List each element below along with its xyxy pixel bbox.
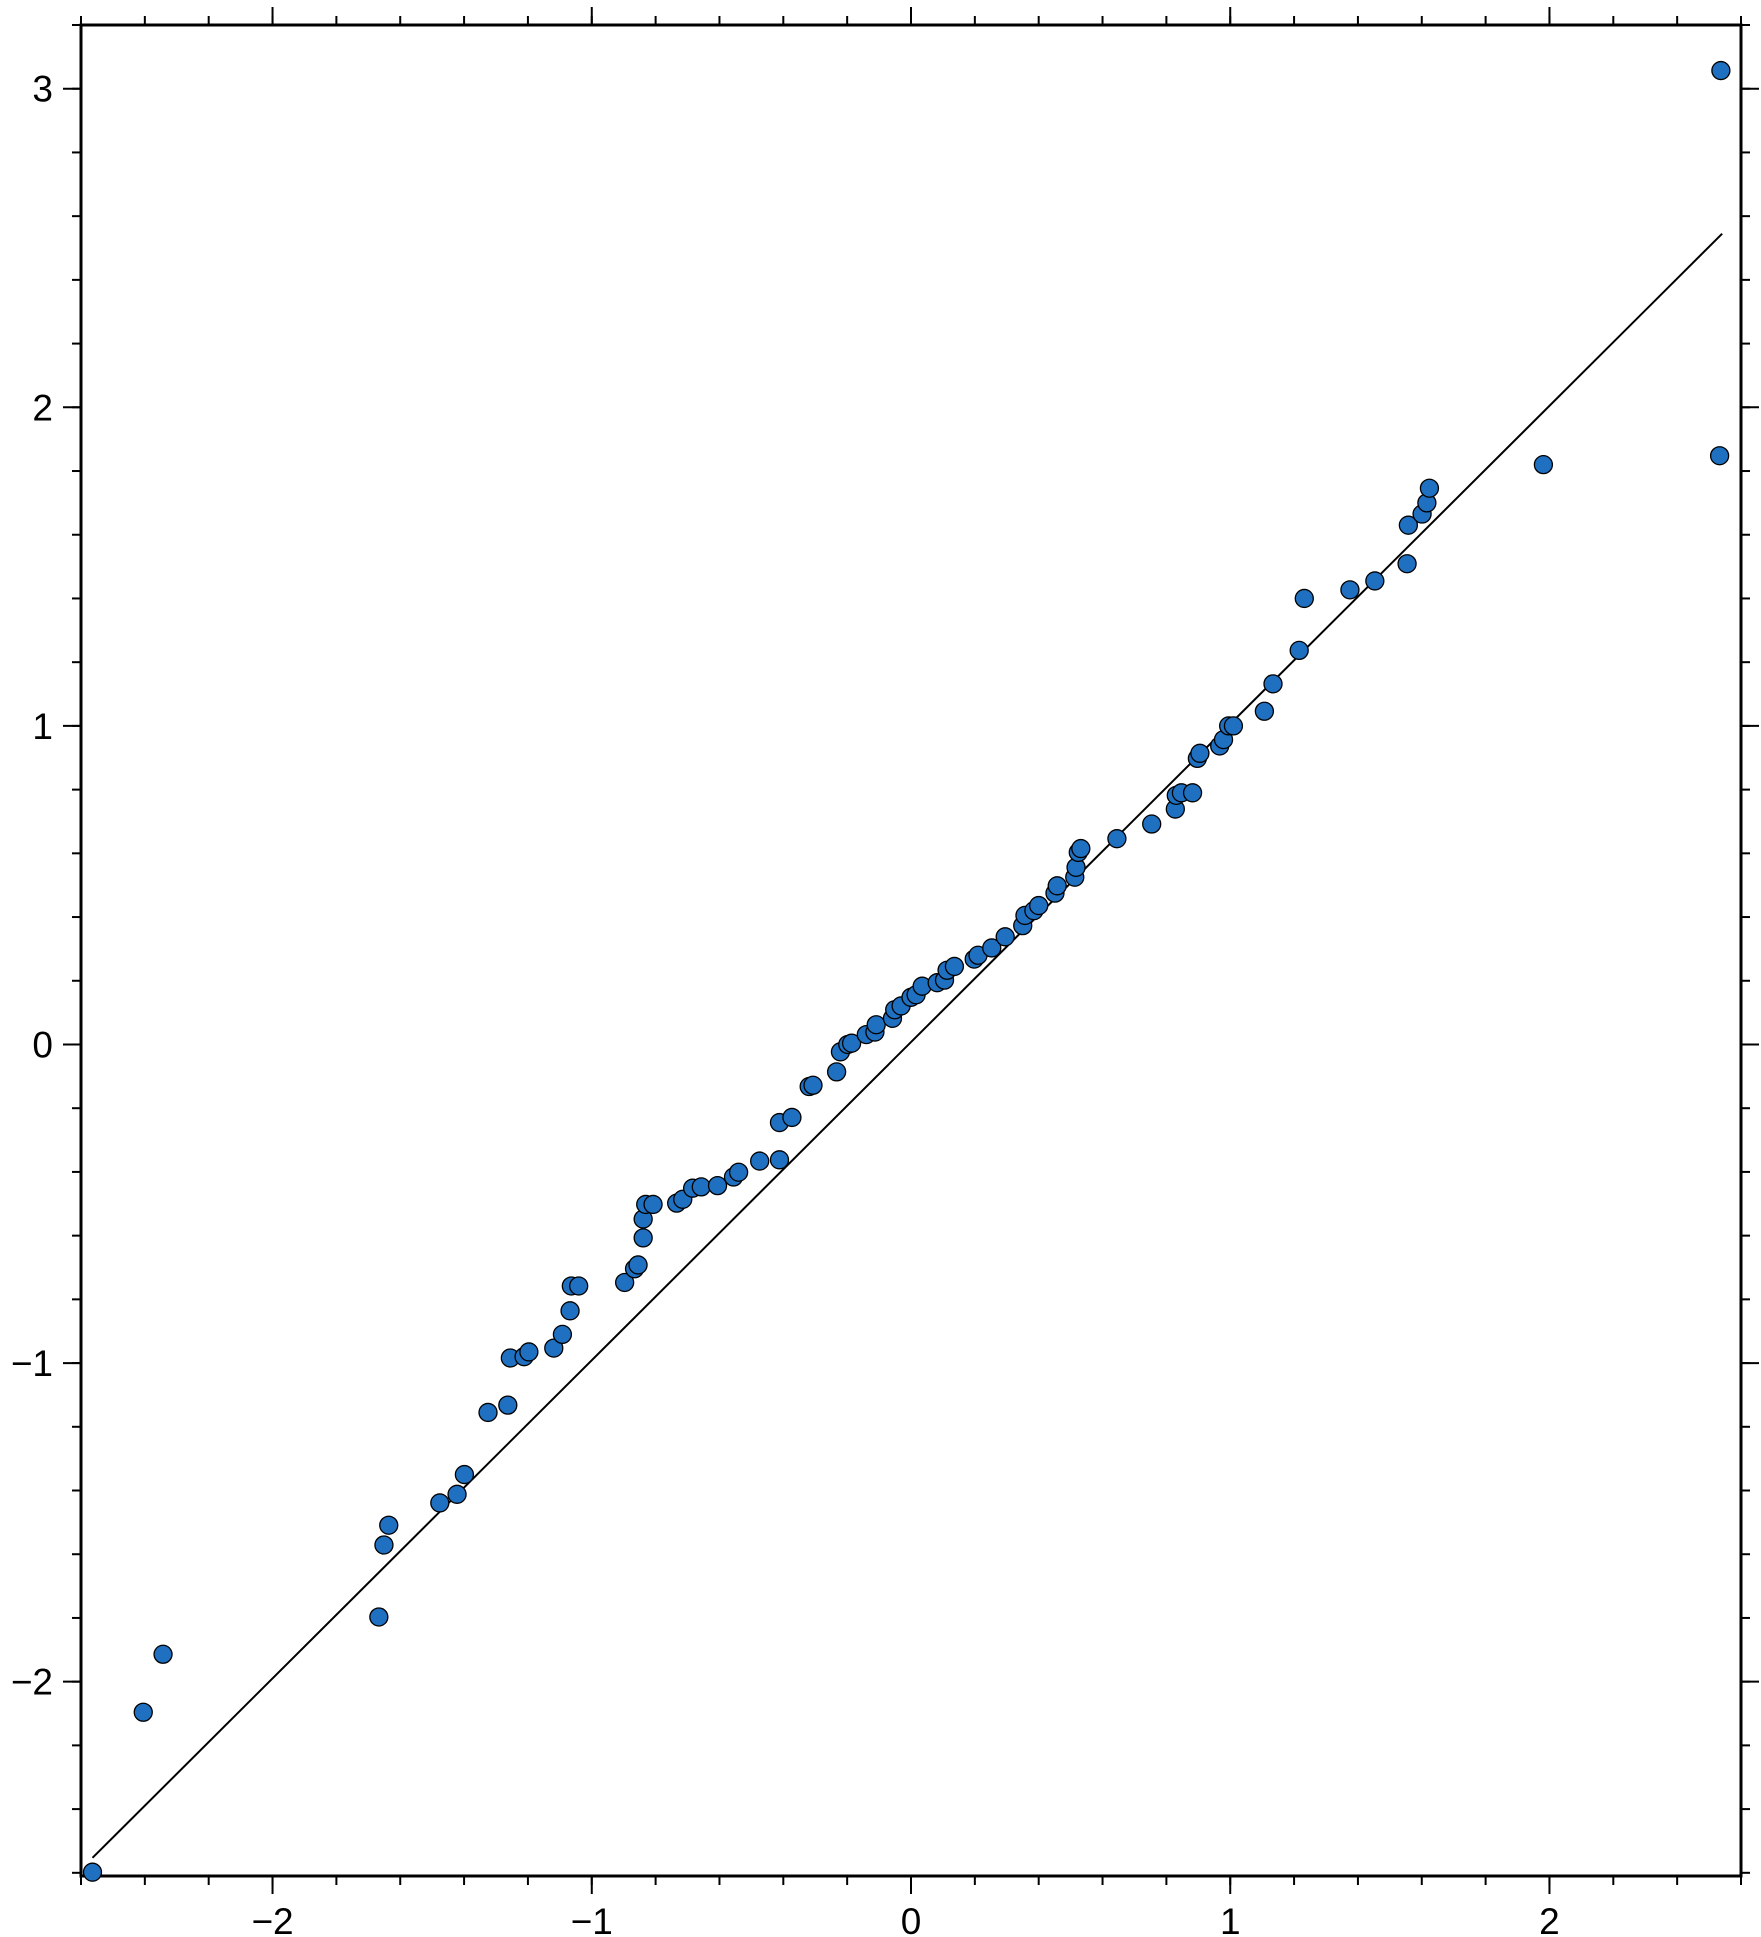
point <box>1398 515 1419 535</box>
point <box>1047 876 1067 896</box>
point <box>569 1276 589 1296</box>
point <box>369 1607 389 1627</box>
point <box>1419 478 1440 498</box>
point <box>82 1862 103 1882</box>
y-tick-label: 1 <box>32 706 53 747</box>
point <box>544 1338 564 1358</box>
point <box>1254 701 1275 721</box>
point <box>1107 829 1127 849</box>
point <box>1223 716 1244 736</box>
point <box>519 1342 539 1362</box>
point <box>430 1493 450 1513</box>
point <box>1071 838 1091 859</box>
y-tick-label: 2 <box>32 387 53 428</box>
point <box>1029 895 1049 916</box>
point <box>560 1301 580 1321</box>
point <box>1709 446 1730 466</box>
point <box>628 1255 648 1275</box>
point <box>379 1515 399 1535</box>
point <box>728 1162 749 1182</box>
point <box>1533 455 1554 475</box>
y-tick-label: 0 <box>32 1024 53 1065</box>
point <box>803 1075 823 1095</box>
point <box>1289 640 1309 661</box>
point <box>643 1194 663 1215</box>
x-tick-label: 0 <box>901 1901 922 1937</box>
x-tick-label: −1 <box>571 1901 613 1937</box>
point <box>866 1015 886 1035</box>
point <box>1142 814 1162 834</box>
point <box>1190 743 1210 763</box>
point <box>841 1033 862 1053</box>
point <box>769 1150 790 1170</box>
point <box>1294 588 1314 609</box>
point <box>498 1395 518 1415</box>
reference-line <box>91 232 1723 1859</box>
point <box>1365 571 1385 591</box>
x-tick-label: 2 <box>1539 1901 1560 1937</box>
point <box>374 1535 394 1555</box>
y-tick-label: 3 <box>32 69 53 110</box>
point <box>133 1702 153 1722</box>
point <box>982 938 1002 958</box>
point <box>153 1644 173 1664</box>
point <box>615 1272 635 1293</box>
point <box>633 1228 653 1248</box>
point <box>454 1464 475 1485</box>
point <box>691 1177 711 1197</box>
x-tick-label: 1 <box>1220 1901 1241 1937</box>
point <box>782 1107 802 1128</box>
point <box>552 1324 573 1345</box>
point <box>1711 60 1731 81</box>
y-tick-label: −2 <box>11 1662 53 1703</box>
point <box>1340 580 1360 600</box>
point <box>1263 674 1283 694</box>
point <box>826 1062 847 1082</box>
point <box>707 1175 728 1196</box>
point <box>995 927 1015 947</box>
x-tick-label: −2 <box>251 1901 293 1937</box>
y-tick-label: −1 <box>11 1343 53 1384</box>
point <box>447 1484 467 1504</box>
plot-frame <box>79 23 1743 1878</box>
point <box>944 956 965 977</box>
point <box>1397 554 1417 574</box>
point <box>750 1151 770 1171</box>
point <box>1182 783 1203 803</box>
point <box>478 1402 498 1423</box>
